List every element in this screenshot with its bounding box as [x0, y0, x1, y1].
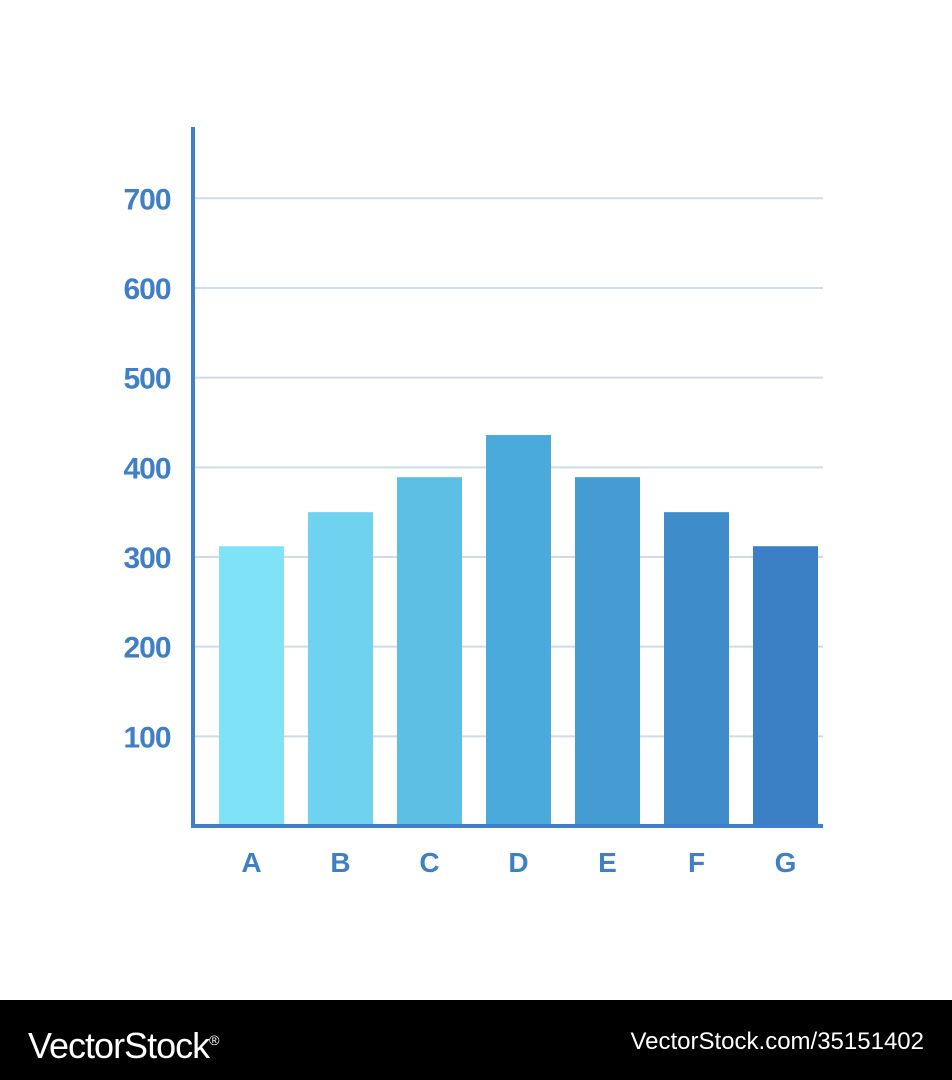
x-tick-labels: A B C D E F G: [241, 847, 796, 878]
y-tick-label-100: 100: [123, 721, 170, 754]
x-tick-label-C: C: [419, 847, 439, 878]
bar-A: [219, 546, 284, 826]
x-tick-label-E: E: [598, 847, 617, 878]
watermark-footer: VectorStock® VectorStock.com/35151402: [0, 1000, 952, 1080]
image-id: VectorStock.com/35151402: [630, 1028, 924, 1055]
bar-F: [664, 512, 729, 826]
brand-logo: VectorStock®: [28, 1018, 219, 1068]
y-tick-label-700: 700: [123, 183, 170, 216]
bars: [219, 435, 818, 826]
bar-chart: 100 200 300 400 500 600 700 A B C D E F G: [123, 127, 823, 878]
y-tick-labels: 100 200 300 400 500 600 700: [123, 183, 171, 754]
x-tick-label-G: G: [775, 847, 797, 878]
bar-C: [397, 477, 462, 826]
y-tick-label-200: 200: [123, 632, 170, 665]
x-tick-label-F: F: [688, 847, 705, 878]
brand-registered-mark: ®: [209, 1032, 219, 1048]
y-tick-label-300: 300: [123, 542, 170, 575]
y-tick-label-500: 500: [123, 363, 170, 396]
y-tick-label-600: 600: [123, 273, 170, 306]
x-tick-label-B: B: [330, 847, 350, 878]
x-tick-label-A: A: [241, 847, 261, 878]
bar-B: [308, 512, 373, 826]
bar-E: [575, 477, 640, 826]
x-tick-label-D: D: [508, 847, 528, 878]
chart-area: 100 200 300 400 500 600 700 A B C D E F G: [123, 127, 823, 878]
axes: [191, 127, 823, 828]
y-tick-label-400: 400: [123, 452, 170, 485]
bar-D: [486, 435, 551, 826]
brand-name: VectorStock: [28, 1025, 210, 1066]
bar-G: [753, 546, 818, 826]
